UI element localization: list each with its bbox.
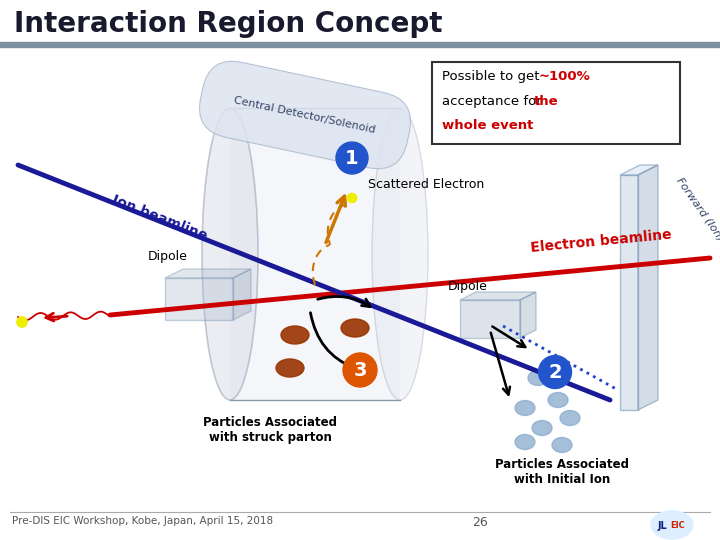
Ellipse shape xyxy=(539,355,572,388)
Bar xyxy=(620,175,638,410)
Bar xyxy=(230,108,400,400)
Polygon shape xyxy=(620,165,658,175)
Text: 1: 1 xyxy=(345,150,359,168)
Text: Particles Associated
with struck parton: Particles Associated with struck parton xyxy=(203,416,337,444)
Polygon shape xyxy=(165,278,233,320)
Text: ~100%: ~100% xyxy=(539,70,590,83)
Ellipse shape xyxy=(17,316,27,327)
Text: Ion beamline: Ion beamline xyxy=(110,193,210,243)
Polygon shape xyxy=(233,269,251,320)
Ellipse shape xyxy=(515,435,535,449)
Ellipse shape xyxy=(532,421,552,435)
Ellipse shape xyxy=(347,193,357,203)
Ellipse shape xyxy=(651,511,693,539)
Bar xyxy=(0,42,720,47)
Text: JL: JL xyxy=(658,521,667,531)
Text: Interaction Region Concept: Interaction Region Concept xyxy=(14,10,443,38)
Polygon shape xyxy=(638,165,658,410)
Text: Electron beamline: Electron beamline xyxy=(530,228,672,255)
Text: EIC: EIC xyxy=(670,522,685,530)
Ellipse shape xyxy=(341,319,369,337)
Text: Pre-DIS EIC Workshop, Kobe, Japan, April 15, 2018: Pre-DIS EIC Workshop, Kobe, Japan, April… xyxy=(12,516,273,526)
Ellipse shape xyxy=(276,359,304,377)
Polygon shape xyxy=(460,300,520,338)
Text: acceptance for: acceptance for xyxy=(442,95,546,108)
Text: Particles Associated
with Initial Ion: Particles Associated with Initial Ion xyxy=(495,458,629,486)
Ellipse shape xyxy=(343,353,377,387)
Text: the: the xyxy=(534,95,559,108)
Ellipse shape xyxy=(515,401,535,415)
Text: Forward (Ion) Detector: Forward (Ion) Detector xyxy=(675,175,720,285)
Text: Dipole: Dipole xyxy=(448,280,488,293)
Bar xyxy=(432,62,680,144)
Text: Dipole: Dipole xyxy=(148,250,188,263)
Text: Scattered Electron: Scattered Electron xyxy=(368,179,485,192)
Text: whole event: whole event xyxy=(442,119,534,132)
Polygon shape xyxy=(520,292,536,338)
Text: Possible to get: Possible to get xyxy=(442,70,544,83)
Polygon shape xyxy=(165,269,251,278)
Ellipse shape xyxy=(281,326,309,344)
Polygon shape xyxy=(460,292,536,300)
Text: 26: 26 xyxy=(472,516,488,529)
Ellipse shape xyxy=(560,410,580,426)
Text: 2: 2 xyxy=(548,363,562,382)
Ellipse shape xyxy=(528,370,548,386)
Ellipse shape xyxy=(372,108,428,400)
Ellipse shape xyxy=(202,108,258,400)
Text: Central Detector/Solenoid: Central Detector/Solenoid xyxy=(233,95,377,135)
Ellipse shape xyxy=(552,437,572,453)
Text: 3: 3 xyxy=(354,361,366,381)
Ellipse shape xyxy=(336,142,368,174)
Ellipse shape xyxy=(548,393,568,408)
